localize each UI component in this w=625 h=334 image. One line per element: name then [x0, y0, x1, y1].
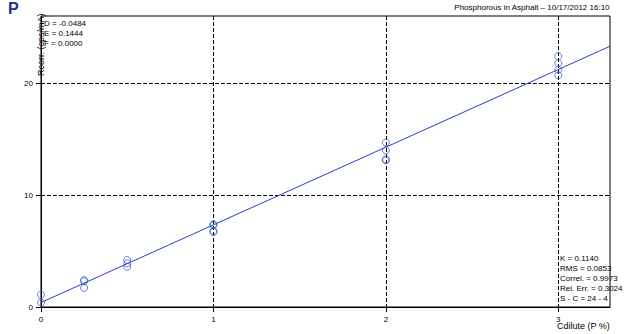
- svg-text:0: 0: [39, 315, 44, 324]
- svg-text:1: 1: [211, 315, 216, 324]
- svg-text:20: 20: [24, 79, 33, 88]
- svg-text:RMS = 0.0853: RMS = 0.0853: [560, 264, 612, 273]
- svg-text:3: 3: [556, 315, 561, 324]
- svg-text:Phosphorous in Asphalt – 10/17: Phosphorous in Asphalt – 10/17/2012 16:1…: [454, 3, 610, 12]
- svg-text:E = 0.1444: E = 0.1444: [44, 29, 83, 38]
- svg-text:Rcorr. (cps/mA): Rcorr. (cps/mA): [36, 13, 46, 76]
- svg-text:10: 10: [24, 191, 33, 200]
- svg-text:K = 0.1140: K = 0.1140: [560, 254, 599, 263]
- svg-text:P: P: [8, 0, 19, 17]
- svg-text:2: 2: [384, 315, 389, 324]
- svg-text:S - C = 24 - 4: S - C = 24 - 4: [560, 294, 608, 303]
- svg-text:F = 0.0000: F = 0.0000: [44, 39, 83, 48]
- svg-text:Correl. = 0.9973: Correl. = 0.9973: [560, 274, 618, 283]
- svg-text:0: 0: [29, 303, 34, 312]
- svg-text:Cdilute (P %): Cdilute (P %): [557, 321, 610, 331]
- svg-text:Rel. Err. = 0.3024: Rel. Err. = 0.3024: [560, 284, 623, 293]
- svg-text:D = -0.0484: D = -0.0484: [44, 19, 87, 28]
